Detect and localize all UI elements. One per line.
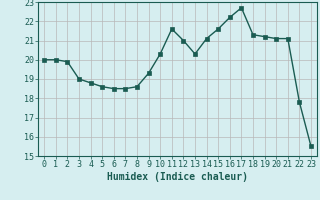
- X-axis label: Humidex (Indice chaleur): Humidex (Indice chaleur): [107, 172, 248, 182]
